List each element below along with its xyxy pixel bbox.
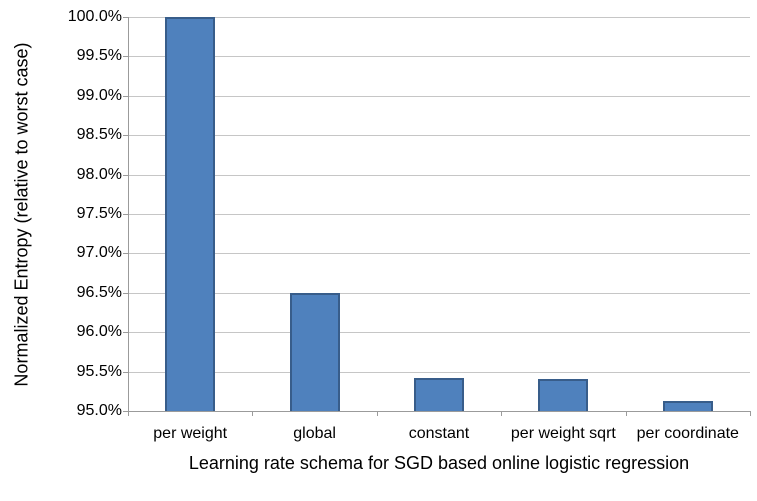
gridline (128, 253, 750, 255)
y-tick-label: 95.0% (76, 402, 122, 419)
bar-per-weight-sqrt (538, 378, 589, 411)
y-tick-mark (123, 174, 128, 176)
y-tick-label: 97.5% (76, 205, 122, 222)
gridline (128, 214, 750, 215)
plot-area (128, 17, 750, 411)
y-tick-label: 99.5% (76, 47, 122, 65)
y-tick-label: 99.0% (76, 86, 122, 104)
gridline (128, 95, 750, 97)
gridline (128, 371, 750, 373)
y-tick-mark (123, 253, 128, 255)
y-tick-mark (123, 371, 128, 373)
y-tick-label: 95.5% (76, 362, 122, 380)
y-tick-label: 96.5% (76, 283, 122, 301)
y-tick-mark (123, 214, 128, 215)
y-tick-mark (123, 95, 128, 97)
gridline (128, 174, 750, 176)
y-tick-mark (123, 135, 128, 137)
y-tick-label: 96.0% (76, 323, 122, 341)
y-tick-label: 97.0% (76, 244, 122, 262)
x-axis-line (123, 411, 750, 412)
y-tick-label: 98.0% (76, 165, 122, 183)
y-tick-label: 98.5% (76, 126, 122, 144)
y-tick-mark (123, 17, 128, 18)
x-axis-title: Learning rate schema for SGD based onlin… (188, 453, 690, 473)
y-tick-mark (123, 332, 128, 334)
gridline (128, 17, 750, 18)
y-tick-label: 100.0% (67, 8, 122, 25)
x-category-label: constant (408, 425, 470, 442)
gridline (128, 56, 750, 58)
x-category-label: global (293, 425, 336, 442)
x-tick-mark (750, 411, 751, 416)
y-tick-mark (123, 411, 128, 412)
gridline (128, 135, 750, 137)
y-tick-mark (123, 56, 128, 58)
x-tick-mark (501, 411, 503, 416)
x-category-label: per coordinate (636, 425, 739, 442)
x-tick-mark (128, 411, 129, 416)
x-tick-mark (625, 411, 627, 416)
y-tick-mark (123, 292, 128, 294)
bar-per-coordinate (662, 400, 713, 411)
gridline (128, 332, 750, 334)
x-tick-mark (252, 411, 254, 416)
gridline (128, 292, 750, 294)
x-category-label: per weight (153, 425, 228, 442)
bar-per-weight (165, 17, 216, 411)
x-tick-mark (376, 411, 378, 416)
x-category-label: per weight sqrt (510, 425, 616, 442)
bar-constant (414, 377, 464, 411)
bar-global (289, 292, 340, 411)
y-axis-line (128, 17, 129, 416)
